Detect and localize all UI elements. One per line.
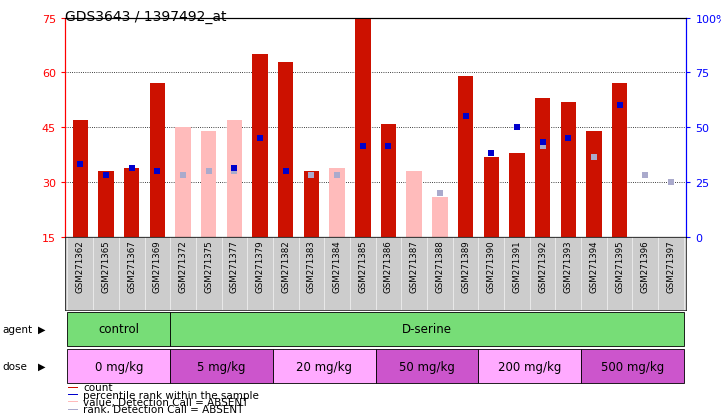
Bar xyxy=(226,121,242,237)
FancyBboxPatch shape xyxy=(581,349,684,383)
Bar xyxy=(252,55,267,237)
Bar xyxy=(329,168,345,237)
Bar xyxy=(560,102,576,237)
Text: GSM271367: GSM271367 xyxy=(127,240,136,292)
FancyBboxPatch shape xyxy=(170,349,273,383)
Text: GSM271377: GSM271377 xyxy=(230,240,239,292)
Text: 0 mg/kg: 0 mg/kg xyxy=(94,360,143,373)
Text: 5 mg/kg: 5 mg/kg xyxy=(198,360,246,373)
Bar xyxy=(586,132,601,237)
Text: GSM271390: GSM271390 xyxy=(487,240,496,292)
Text: 500 mg/kg: 500 mg/kg xyxy=(601,360,664,373)
Bar xyxy=(509,154,525,237)
Bar xyxy=(201,132,216,237)
Text: D-serine: D-serine xyxy=(402,323,452,336)
Text: GSM271372: GSM271372 xyxy=(179,240,187,292)
FancyBboxPatch shape xyxy=(170,312,684,346)
Text: 50 mg/kg: 50 mg/kg xyxy=(399,360,455,373)
Text: GSM271395: GSM271395 xyxy=(615,240,624,292)
Bar xyxy=(278,62,293,237)
Bar xyxy=(304,172,319,237)
Text: dose: dose xyxy=(2,361,27,371)
Text: value, Detection Call = ABSENT: value, Detection Call = ABSENT xyxy=(83,397,248,407)
Text: GSM271379: GSM271379 xyxy=(255,240,265,292)
FancyBboxPatch shape xyxy=(273,349,376,383)
Text: GSM271397: GSM271397 xyxy=(666,240,676,292)
Text: GSM271396: GSM271396 xyxy=(641,240,650,292)
Text: GSM271365: GSM271365 xyxy=(102,240,110,292)
Text: GSM271387: GSM271387 xyxy=(410,240,419,292)
Bar xyxy=(458,77,473,237)
Bar xyxy=(68,408,78,410)
Bar xyxy=(535,99,550,237)
Text: control: control xyxy=(98,323,139,336)
Text: GSM271392: GSM271392 xyxy=(538,240,547,292)
Bar xyxy=(68,394,78,395)
Bar xyxy=(73,121,88,237)
Text: GSM271391: GSM271391 xyxy=(513,240,521,292)
Text: GSM271384: GSM271384 xyxy=(332,240,342,292)
Text: ▶: ▶ xyxy=(37,324,45,334)
Text: count: count xyxy=(83,382,112,392)
Bar xyxy=(150,84,165,237)
Bar xyxy=(484,157,499,237)
Text: GSM271369: GSM271369 xyxy=(153,240,162,292)
Text: GSM271382: GSM271382 xyxy=(281,240,291,292)
Text: 20 mg/kg: 20 mg/kg xyxy=(296,360,353,373)
FancyBboxPatch shape xyxy=(68,312,170,346)
Bar xyxy=(381,124,396,237)
Text: agent: agent xyxy=(2,324,32,334)
Text: 200 mg/kg: 200 mg/kg xyxy=(498,360,562,373)
Bar xyxy=(355,19,371,237)
Bar xyxy=(68,387,78,388)
Text: GSM271389: GSM271389 xyxy=(461,240,470,292)
Bar xyxy=(612,84,627,237)
FancyBboxPatch shape xyxy=(478,349,581,383)
Bar xyxy=(68,401,78,402)
Bar xyxy=(98,172,114,237)
Bar xyxy=(175,128,191,237)
FancyBboxPatch shape xyxy=(68,349,170,383)
Text: GSM271375: GSM271375 xyxy=(204,240,213,292)
Text: rank, Detection Call = ABSENT: rank, Detection Call = ABSENT xyxy=(83,404,243,413)
Text: GDS3643 / 1397492_at: GDS3643 / 1397492_at xyxy=(65,10,226,24)
Text: GSM271394: GSM271394 xyxy=(590,240,598,292)
Bar xyxy=(432,197,448,237)
Text: GSM271393: GSM271393 xyxy=(564,240,572,292)
Text: GSM271388: GSM271388 xyxy=(435,240,444,292)
Text: GSM271385: GSM271385 xyxy=(358,240,367,292)
Text: percentile rank within the sample: percentile rank within the sample xyxy=(83,390,259,400)
Bar xyxy=(586,157,601,237)
Bar xyxy=(124,168,139,237)
Text: ▶: ▶ xyxy=(37,361,45,371)
Bar xyxy=(407,172,422,237)
Text: GSM271383: GSM271383 xyxy=(307,240,316,292)
FancyBboxPatch shape xyxy=(376,349,478,383)
Text: GSM271386: GSM271386 xyxy=(384,240,393,292)
Text: GSM271362: GSM271362 xyxy=(76,240,85,292)
